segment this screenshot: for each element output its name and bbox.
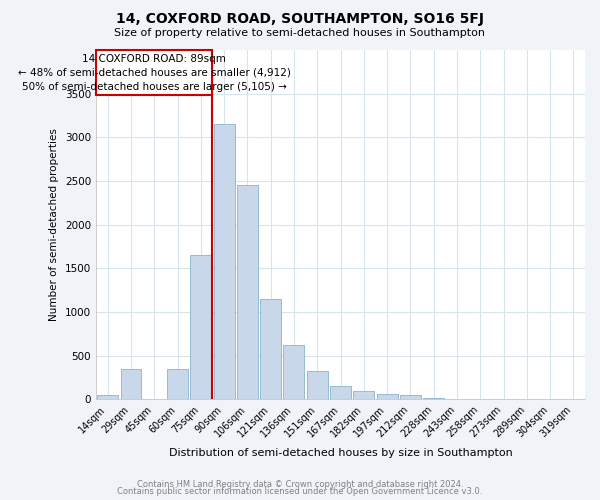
Bar [400,396,421,400]
Bar [190,256,211,400]
Bar [96,50,212,96]
Text: Contains HM Land Registry data © Crown copyright and database right 2024.: Contains HM Land Registry data © Crown c… [137,480,463,489]
Bar [446,398,467,400]
Text: 14, COXFORD ROAD, SOUTHAMPTON, SO16 5FJ: 14, COXFORD ROAD, SOUTHAMPTON, SO16 5FJ [116,12,484,26]
Bar [283,345,304,400]
Bar [144,398,165,400]
Bar [97,395,118,400]
Bar [214,124,235,400]
Bar [377,394,398,400]
Bar [330,386,351,400]
Bar [167,369,188,400]
Text: Contains public sector information licensed under the Open Government Licence v3: Contains public sector information licen… [118,487,482,496]
Bar [353,390,374,400]
X-axis label: Distribution of semi-detached houses by size in Southampton: Distribution of semi-detached houses by … [169,448,512,458]
Bar [423,398,444,400]
Bar [121,369,142,400]
Text: 14 COXFORD ROAD: 89sqm
← 48% of semi-detached houses are smaller (4,912)
50% of : 14 COXFORD ROAD: 89sqm ← 48% of semi-det… [18,54,291,92]
Bar [307,371,328,400]
Bar [260,299,281,400]
Text: Size of property relative to semi-detached houses in Southampton: Size of property relative to semi-detach… [115,28,485,38]
Bar [237,186,258,400]
Y-axis label: Number of semi-detached properties: Number of semi-detached properties [49,128,59,321]
